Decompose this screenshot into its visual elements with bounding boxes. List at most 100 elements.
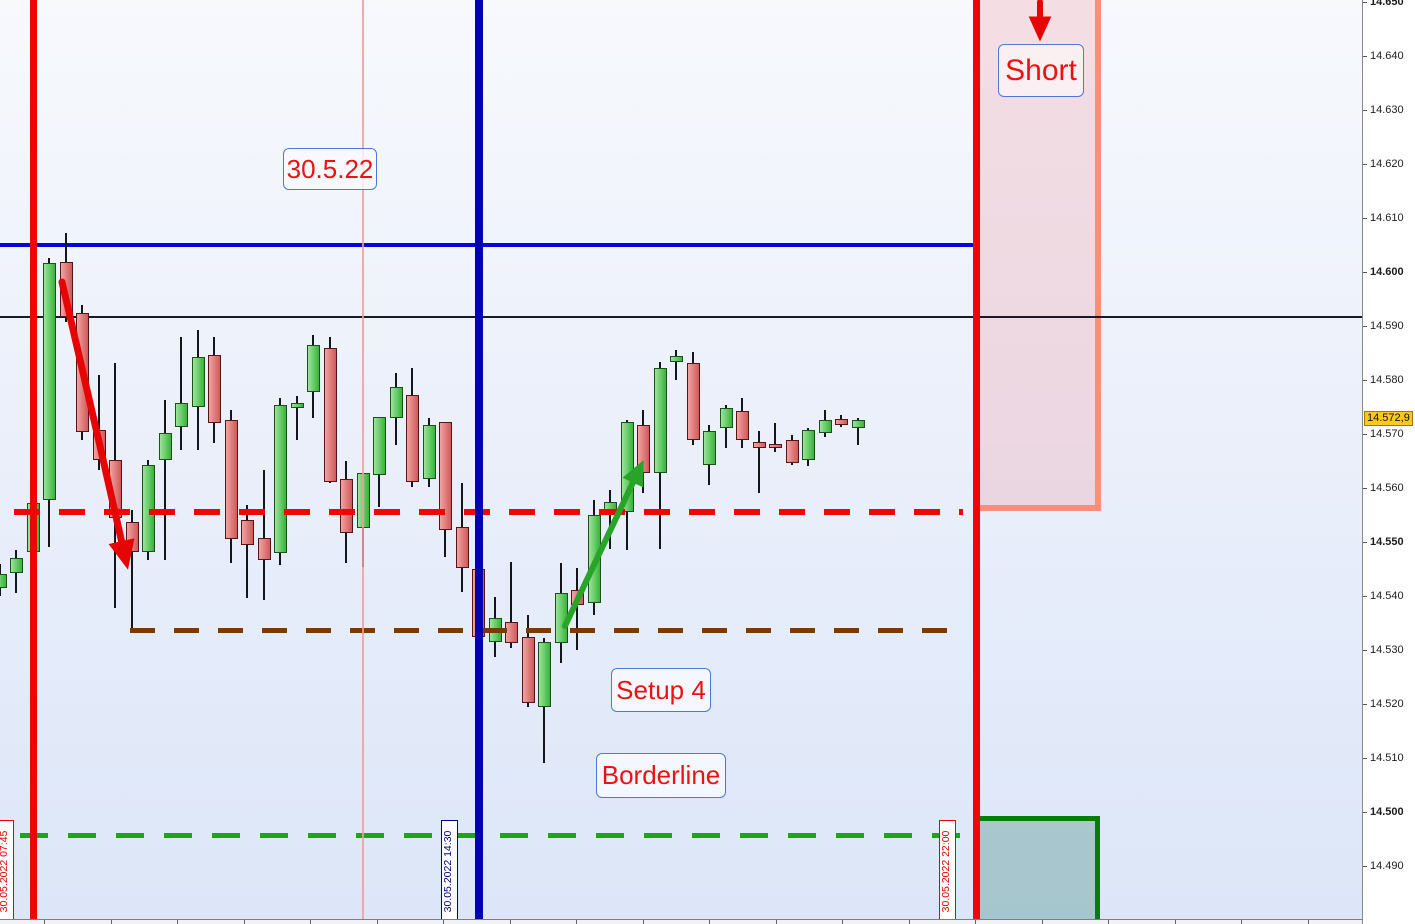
reference-line[interactable] [0, 316, 1362, 318]
axis-tick-label: 14.580 [1370, 373, 1404, 386]
candle-wick [510, 561, 512, 648]
candle-body [455, 526, 469, 568]
candle-body [405, 395, 419, 483]
vline-time-label-2200[interactable]: 30.05.2022 22:00 [939, 820, 956, 923]
price-axis[interactable]: 14.650 14.640 14.630 14.620 14.610 14.600 14.5… [1362, 0, 1415, 924]
time-axis-tick [1108, 920, 1109, 924]
candle-wick [675, 349, 677, 380]
time-axis-tick [975, 920, 976, 924]
vertical-time-line-1[interactable] [475, 0, 483, 919]
time-axis-tick [1241, 920, 1242, 924]
candle-body [719, 408, 733, 429]
axis-tick-mark [1363, 758, 1367, 759]
candle-body [785, 439, 799, 464]
candle-body [323, 347, 337, 483]
resistance-line[interactable] [0, 243, 977, 247]
candle-body [818, 419, 832, 433]
axis-tick-mark [1363, 542, 1367, 543]
long-zone[interactable] [980, 816, 1100, 919]
candle-body [207, 355, 221, 424]
candle-body [702, 430, 716, 465]
candle-body [422, 424, 436, 479]
setup-annotation[interactable]: Setup 4 [611, 668, 711, 712]
axis-tick-label: 14.640 [1370, 49, 1404, 62]
candle-body [158, 432, 172, 460]
axis-tick-label: 14.630 [1370, 103, 1404, 116]
candle-body [257, 538, 271, 560]
borderline-annotation[interactable]: Borderline [596, 753, 726, 798]
candle-body [636, 424, 650, 473]
candle-body [125, 522, 139, 553]
vertical-time-line-0[interactable] [30, 0, 37, 919]
candle-wick [609, 490, 611, 550]
axis-tick-label: 14.570 [1370, 427, 1404, 440]
vline-time-label-1430[interactable]: 30.05.2022 14:30 [441, 820, 458, 923]
axis-tick-label: 14.550 [1370, 535, 1404, 548]
time-axis-tick [1307, 920, 1309, 924]
chart-canvas[interactable]: 30.5.22 Short Setup 4 Borderline 30.05.2… [0, 0, 1362, 924]
time-axis-tick [177, 920, 178, 924]
axis-tick-mark [1363, 434, 1367, 435]
candle-wick [758, 430, 760, 493]
time-axis[interactable] [0, 919, 1362, 924]
axis-tick-mark [1363, 488, 1367, 489]
axis-tick-mark [1363, 272, 1367, 273]
candle-body [224, 419, 238, 539]
axis-tick-label: 14.560 [1370, 481, 1404, 494]
axis-tick-mark [1363, 812, 1367, 813]
candle-body [752, 442, 766, 449]
candle-body [653, 368, 667, 473]
candle-body [521, 637, 535, 703]
borderline-annotation-text: Borderline [601, 760, 721, 790]
time-axis-tick [908, 920, 910, 924]
candle-body [801, 430, 815, 460]
candle-body [570, 590, 584, 606]
axis-tick-label: 14.500 [1370, 805, 1404, 818]
candle-body [669, 356, 683, 363]
axis-tick-mark [1363, 596, 1367, 597]
candle-body [75, 313, 89, 432]
time-axis-tick [376, 920, 378, 924]
brown-dashed-level[interactable] [130, 627, 963, 633]
candle-body [306, 344, 320, 392]
candle-body [9, 558, 23, 573]
time-axis-tick [509, 920, 511, 924]
candle-wick [131, 510, 133, 634]
candle-body [834, 418, 848, 425]
candle-body [620, 422, 634, 512]
candle-body [174, 403, 188, 427]
time-axis-tick [576, 920, 577, 924]
candle-body [339, 478, 353, 533]
short-annotation-text: Short [1005, 53, 1077, 87]
axis-tick-label: 14.520 [1370, 697, 1404, 710]
candle-body [537, 641, 551, 708]
red-dashed-level[interactable] [14, 508, 963, 515]
candle-body [92, 430, 106, 460]
green-dashed-level[interactable] [20, 832, 963, 838]
candle-body [686, 363, 700, 440]
candle-body [554, 592, 568, 643]
axis-tick-label: 14.650 [1370, 0, 1404, 8]
vline-time-label-0745[interactable]: 30.05.2022 07:45 [0, 820, 14, 923]
vertical-time-line-2[interactable] [973, 0, 980, 919]
axis-tick-mark [1363, 110, 1367, 111]
axis-tick-label: 14.490 [1370, 859, 1404, 872]
candle-body [290, 403, 304, 409]
short-annotation[interactable]: Short [998, 44, 1084, 97]
session-separator-line[interactable] [362, 0, 364, 919]
candle-body [851, 419, 865, 429]
time-axis-tick [243, 920, 245, 924]
axis-tick-mark [1363, 326, 1367, 327]
candle-wick [263, 470, 265, 600]
time-axis-tick [642, 920, 644, 924]
axis-tick-label: 14.590 [1370, 319, 1404, 332]
axis-tick-mark [1363, 380, 1367, 381]
time-axis-tick [1041, 920, 1043, 924]
date-annotation[interactable]: 30.5.22 [283, 148, 377, 190]
candle-body [59, 261, 73, 317]
time-axis-tick [842, 920, 843, 924]
axis-tick-mark [1363, 56, 1367, 57]
candle-wick [246, 504, 248, 599]
setup-annotation-text: Setup 4 [616, 674, 706, 705]
